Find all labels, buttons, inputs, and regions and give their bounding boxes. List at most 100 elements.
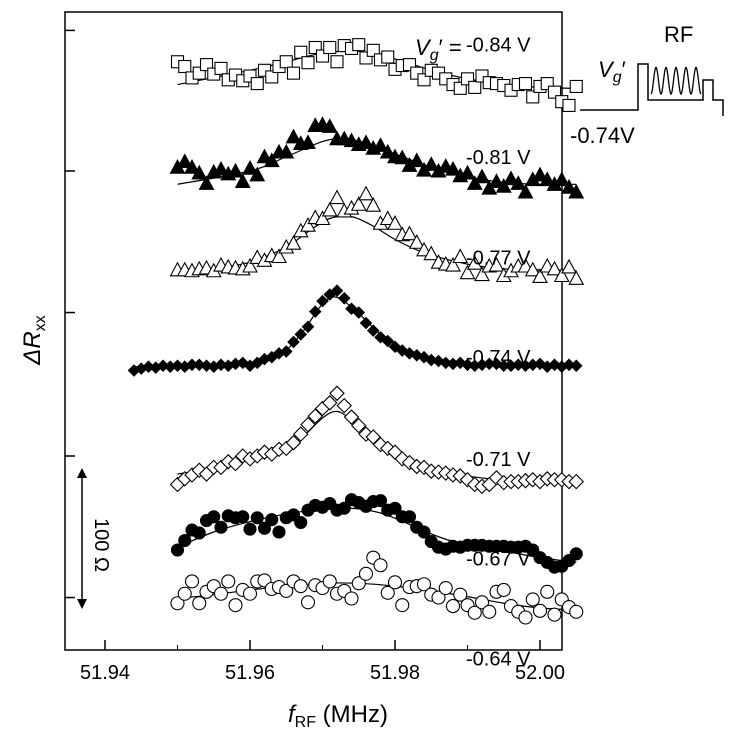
- series-label-5: -0.71 V: [466, 449, 531, 471]
- data-point: [249, 166, 266, 182]
- data-point: [278, 143, 295, 159]
- data-point: [214, 358, 228, 372]
- data-point: [352, 306, 366, 319]
- data-point: [207, 510, 221, 524]
- data-point: [337, 501, 351, 515]
- data-point: [466, 254, 483, 270]
- data-point: [221, 574, 236, 589]
- data-point: [540, 584, 555, 599]
- series-7-markers: [170, 550, 584, 625]
- data-point: [300, 216, 316, 232]
- data-point: [263, 152, 280, 168]
- data-point: [358, 185, 374, 201]
- data-point: [285, 434, 302, 451]
- data-point: [510, 175, 527, 190]
- data-point: [438, 580, 453, 596]
- series-label-1: -0.84 V: [466, 35, 531, 57]
- data-point: [192, 358, 206, 372]
- data-point: [242, 586, 258, 601]
- plot-border: [64, 11, 563, 651]
- data-point: [380, 585, 395, 600]
- data-point: [294, 45, 308, 59]
- data-point: [227, 455, 244, 472]
- data-point: [379, 210, 396, 226]
- data-point: [236, 510, 250, 524]
- data-point: [301, 320, 315, 334]
- data-point: [445, 599, 461, 614]
- data-point: [495, 178, 512, 193]
- data-point: [351, 576, 366, 591]
- data-point: [336, 397, 353, 414]
- data-point: [344, 591, 359, 606]
- data-point: [467, 605, 482, 620]
- data-point: [417, 525, 431, 539]
- data-point: [292, 426, 309, 442]
- data-point: [547, 607, 562, 622]
- labels-layer: 51.94 51.96 51.98 52.00 -0.84 V -0.81 V -0.77 …: [80, 35, 565, 684]
- data-point: [379, 143, 396, 159]
- data-point: [474, 266, 490, 282]
- data-point: [171, 359, 184, 373]
- data-point: [329, 189, 345, 205]
- data-point: [562, 358, 576, 372]
- data-point: [307, 408, 324, 424]
- data-point: [373, 494, 388, 508]
- data-point: [459, 264, 476, 280]
- data-point: [474, 595, 490, 610]
- data-point: [329, 385, 345, 402]
- data-point: [569, 79, 583, 93]
- data-point: [265, 513, 279, 527]
- data-point: [423, 245, 440, 261]
- data-point: [177, 586, 192, 601]
- data-point: [372, 137, 389, 152]
- rf-oscillation: [650, 66, 702, 96]
- data-point: [228, 598, 243, 613]
- series-1-markers: [170, 38, 583, 112]
- data-point: [562, 98, 576, 112]
- x-tick-label-1: 51.96: [225, 662, 275, 684]
- data-point: [553, 171, 570, 187]
- data-point: [568, 473, 585, 490]
- data-point: [198, 175, 215, 190]
- data-point: [387, 215, 403, 230]
- series-label-3: -0.77 V: [466, 247, 531, 269]
- inset-rf-label: RF: [664, 22, 693, 47]
- data-point: [381, 334, 395, 348]
- data-point: [553, 267, 570, 283]
- data-point: [539, 171, 556, 187]
- data-point: [445, 256, 461, 272]
- data-point: [381, 50, 395, 64]
- data-point: [285, 128, 302, 144]
- data-point: [482, 604, 497, 619]
- data-point: [439, 356, 453, 370]
- data-point: [568, 270, 585, 285]
- data-point: [402, 510, 417, 524]
- data-point: [532, 603, 548, 618]
- data-point: [366, 324, 380, 337]
- data-point: [452, 248, 469, 264]
- data-point: [294, 515, 308, 530]
- data-point: [176, 153, 193, 169]
- data-markers-layer: [127, 38, 585, 625]
- data-point: [532, 166, 548, 182]
- data-point: [408, 152, 425, 168]
- data-point: [213, 586, 229, 601]
- data-point: [242, 257, 258, 273]
- data-point: [569, 547, 583, 561]
- data-point: [453, 587, 468, 602]
- data-point: [524, 261, 541, 277]
- data-point: [272, 525, 286, 539]
- data-point: [257, 521, 272, 535]
- data-point: [423, 156, 440, 171]
- series-4-markers: [127, 284, 583, 377]
- pulse-inset: RF Vg′ -0.74V: [570, 22, 724, 148]
- data-point: [330, 284, 344, 297]
- scale-bar: 100 Ω: [77, 468, 112, 609]
- data-point: [503, 170, 519, 186]
- data-point: [191, 164, 208, 180]
- data-point: [300, 595, 316, 610]
- data-point: [468, 80, 482, 94]
- data-point: [459, 164, 476, 180]
- data-point: [395, 598, 410, 613]
